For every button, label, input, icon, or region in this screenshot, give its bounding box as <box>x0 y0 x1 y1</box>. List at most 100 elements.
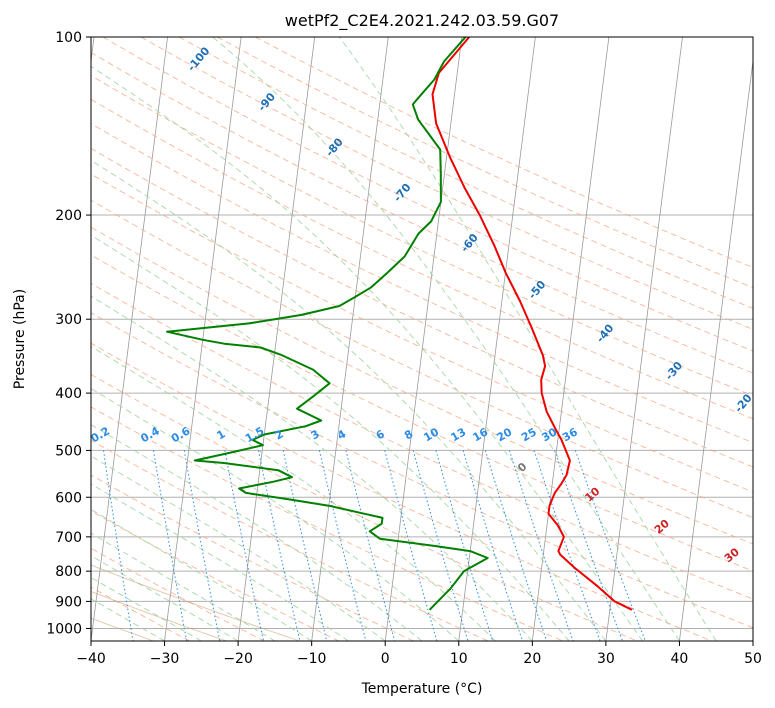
mixing-ratio-line <box>384 450 438 641</box>
mixing-ratio-label: 0.4 <box>138 424 162 445</box>
moist-adiabat-line <box>91 388 460 641</box>
mixing-ratio-line <box>224 450 264 641</box>
mixing-ratio-line <box>318 450 367 641</box>
moist-adiabat-line <box>91 532 276 641</box>
dry-adiabat-line <box>102 37 753 352</box>
y-tick-label: 200 <box>55 208 82 224</box>
mixing-ratio-line <box>345 450 396 641</box>
mixing-ratio-line <box>103 450 134 641</box>
mixing-ratio-label: 10 <box>421 425 441 444</box>
data-lines <box>166 37 633 611</box>
moist-adiabat-line <box>212 37 680 641</box>
mixing-ratio-line <box>435 450 494 641</box>
dry-adiabat-line <box>91 75 753 397</box>
mixing-ratio-label: 0.6 <box>169 424 193 445</box>
mixing-ratio-line <box>484 450 548 641</box>
warm-adiabat-label: 20 <box>652 517 672 537</box>
dry-adiabat-line <box>91 312 753 629</box>
isotherm-line <box>311 37 389 641</box>
lcl-label: -70 <box>391 181 414 205</box>
dry-adiabat-line <box>91 173 753 493</box>
x-tick-label: 10 <box>450 651 468 667</box>
mixing-ratio-line <box>533 450 601 641</box>
moist-adiabat-line <box>91 234 570 641</box>
x-tick-label: 40 <box>671 651 689 667</box>
dry-adiabat-line <box>91 510 340 641</box>
y-axis: 100 200 300 400 500 600 700 800 900 1000 <box>46 30 91 637</box>
temperature-line <box>431 37 633 611</box>
mixing-ratio-line <box>574 450 646 641</box>
x-axis-label: Temperature (°C) <box>361 681 483 697</box>
y-tick-label: 500 <box>55 443 82 459</box>
dry-adiabat-line <box>91 547 265 641</box>
x-tick-label: −40 <box>76 651 106 667</box>
dry-adiabat-line <box>91 282 753 600</box>
lcl-label: -60 <box>458 231 481 255</box>
x-tick-label: −10 <box>297 651 327 667</box>
dry-adiabat-line <box>216 37 753 289</box>
dewpoint-line <box>166 37 489 611</box>
moist-adiabat-line <box>91 424 423 641</box>
mixing-ratio-line <box>509 450 574 641</box>
warm-adiabat-label: 30 <box>722 545 742 565</box>
moist-adiabat-line <box>91 509 312 641</box>
moist-adiabat-line <box>91 65 644 641</box>
mixing-ratio-line <box>554 450 624 641</box>
mixing-ratio-label: 0.2 <box>89 424 112 445</box>
mixing-ratio-line <box>183 450 221 641</box>
chart-title: wetPf2_C2E4.2021.242.03.59.G07 <box>285 11 559 31</box>
lcl-label: -20 <box>732 391 755 415</box>
lcl-label: -40 <box>594 321 617 345</box>
isotherm-line <box>91 37 95 65</box>
plot-frame <box>90 36 754 642</box>
y-tick-label: 1000 <box>46 621 82 637</box>
dry-adiabat-line <box>255 37 753 269</box>
dry-adiabat-line <box>178 37 753 309</box>
mixing-ratio-label: 8 <box>402 427 415 442</box>
isotherm-line <box>237 37 316 641</box>
moist-adiabat-line <box>91 295 533 641</box>
isotherm-line <box>679 57 753 641</box>
isotherm-line <box>605 37 683 641</box>
isotherm-line <box>752 637 753 641</box>
mixing-ratio-line <box>462 450 523 641</box>
moist-adiabat-line <box>338 37 717 641</box>
lcl-label: -100 <box>185 44 213 74</box>
y-tick-label: 700 <box>55 530 82 546</box>
dry-adiabat-line <box>91 254 753 572</box>
y-tick-label: 600 <box>55 490 82 506</box>
dry-adiabat-line <box>91 226 753 545</box>
isotherm-line <box>531 37 610 641</box>
dry-adiabat-line <box>91 147 753 468</box>
mixing-ratio-label: 3 <box>309 427 322 442</box>
moist-adiabat-line <box>91 576 202 641</box>
dry-adiabat-line <box>91 374 638 641</box>
dry-adiabat-line <box>91 51 753 374</box>
y-tick-label: 100 <box>55 30 82 46</box>
mixing-ratio-line <box>282 450 328 641</box>
x-axis: −40 −30 −20 −10 0 10 20 30 40 50 <box>76 641 762 667</box>
x-tick-label: 30 <box>597 651 615 667</box>
theta-e-line <box>91 591 227 641</box>
theta-e-line <box>91 564 300 641</box>
mixing-ratio-label: 30 <box>539 425 559 444</box>
dry-adiabat-line <box>91 199 753 519</box>
x-tick-label: −30 <box>150 651 180 667</box>
dry-adiabat-line <box>91 474 414 641</box>
y-tick-label: 300 <box>55 312 82 328</box>
moist-adiabat-line <box>91 345 496 641</box>
dry-adiabat-line <box>91 406 563 641</box>
mixing-ratio-label: 6 <box>374 427 387 442</box>
warm-adiabat-label: 0 <box>515 460 529 475</box>
isotherm-line <box>458 37 536 641</box>
x-tick-label: −20 <box>223 651 253 667</box>
dry-adiabat-line <box>91 98 753 420</box>
mixing-ratio-label: 1.5 <box>243 424 266 445</box>
x-tick-label: 50 <box>744 651 762 667</box>
moist-adiabat-line <box>91 555 239 641</box>
lcl-label: -50 <box>526 278 549 302</box>
dry-adiabat-line <box>140 37 753 330</box>
warm-adiabat-label: 10 <box>582 484 602 504</box>
dry-adiabat-line <box>91 123 753 444</box>
